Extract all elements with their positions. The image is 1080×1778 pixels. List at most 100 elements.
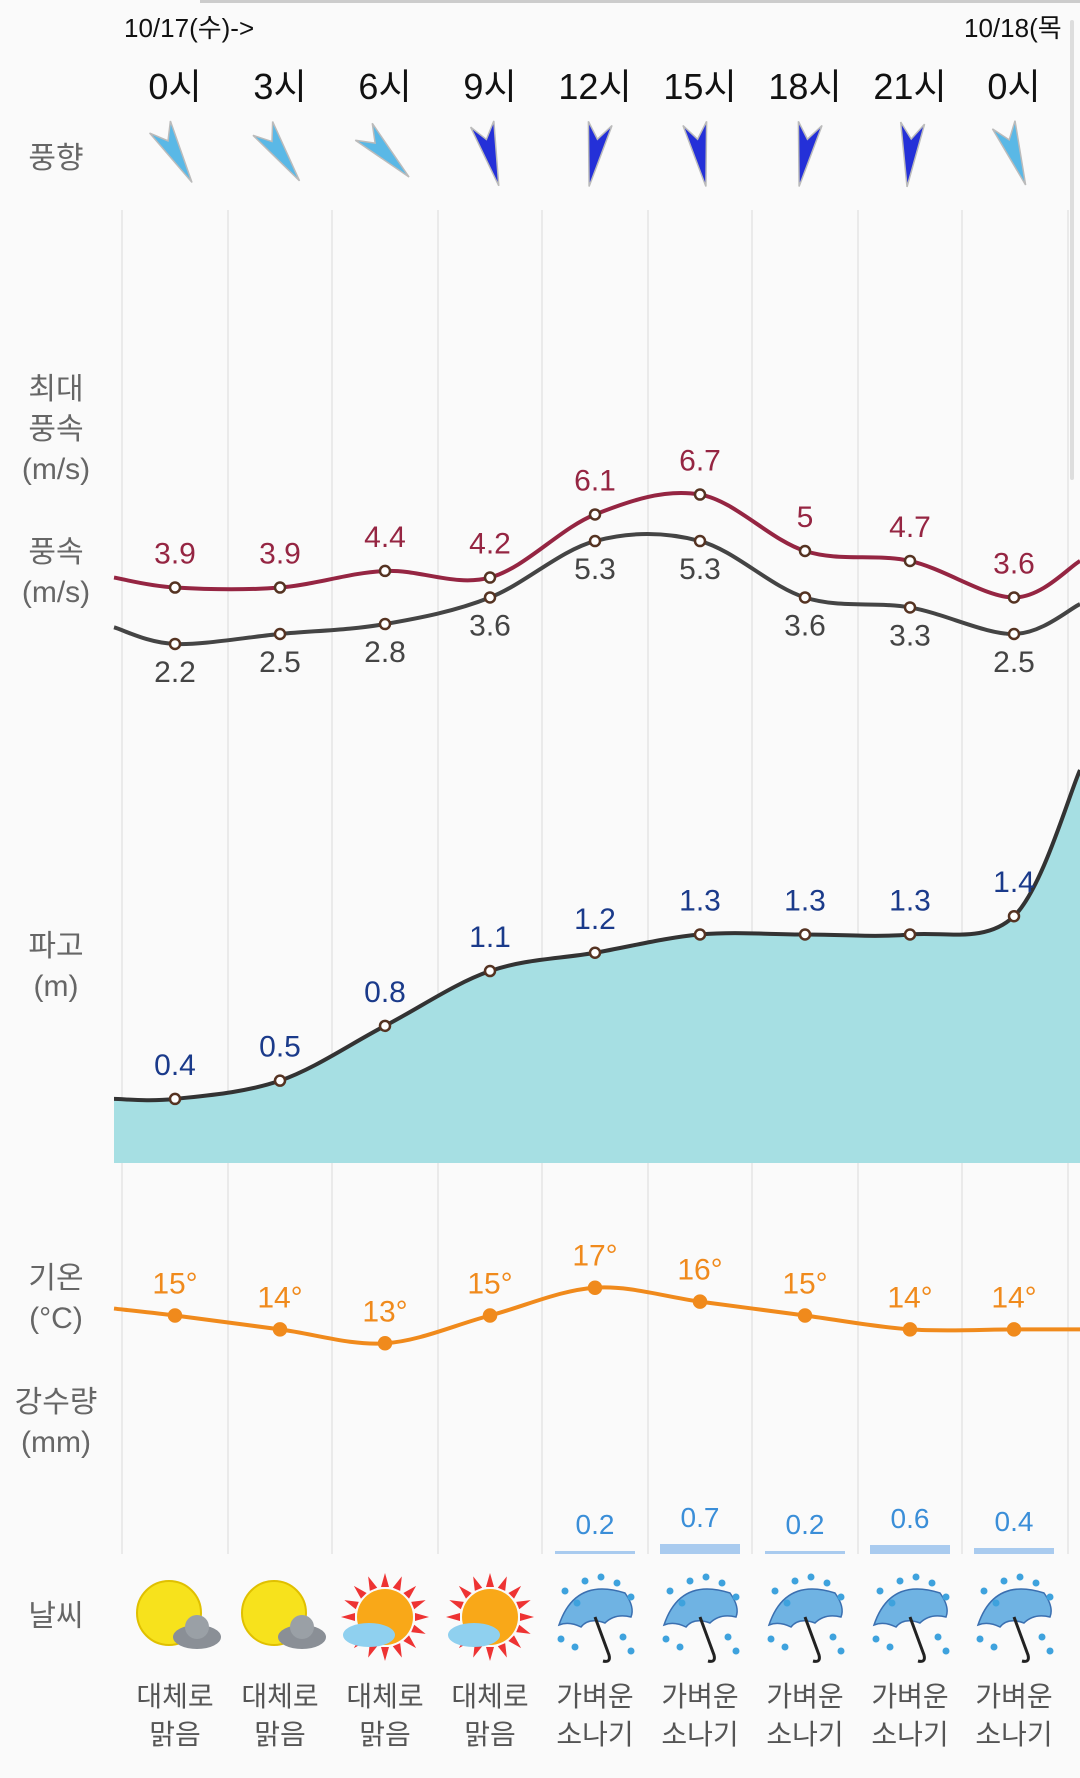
hour-label: 15시 xyxy=(663,66,737,107)
hour-label: 12시 xyxy=(558,66,632,107)
wind-arrow-icon xyxy=(587,121,613,187)
precip-value: 0.7 xyxy=(680,1501,720,1533)
data-point xyxy=(902,1322,918,1337)
label-wind-direction: 풍향 xyxy=(28,142,84,175)
data-label: 15° xyxy=(782,1268,827,1301)
umbrella-rain-icon xyxy=(662,1573,740,1663)
label-wind-speed: 풍속 (m/s) xyxy=(0,533,112,613)
data-label: 4.2 xyxy=(469,528,511,561)
data-label: 5 xyxy=(797,501,814,534)
data-point xyxy=(1007,591,1021,604)
date-start: 10/17(수)-> xyxy=(124,13,255,43)
data-point xyxy=(272,1322,288,1337)
umbrella-rain-icon xyxy=(872,1573,950,1663)
data-point xyxy=(483,964,497,978)
data-label: 2.8 xyxy=(364,636,406,669)
hour-label: 3시 xyxy=(253,66,307,107)
data-label: 0.5 xyxy=(259,1031,301,1064)
label-line: 강수량 xyxy=(14,1386,98,1419)
data-label: 3.9 xyxy=(154,538,196,571)
data-point xyxy=(693,928,707,941)
data-label: 3.6 xyxy=(993,547,1035,580)
data-point xyxy=(168,637,182,651)
wind-arrow-icon xyxy=(991,120,1027,186)
weather-description: 소나기 xyxy=(661,1719,739,1750)
data-label: 1.3 xyxy=(784,884,826,917)
data-point xyxy=(588,534,602,548)
data-label: 13° xyxy=(362,1295,407,1328)
data-point xyxy=(798,544,812,558)
data-point xyxy=(377,1336,393,1351)
weather-description: 가벼운 xyxy=(871,1681,949,1712)
weather-description: 맑음 xyxy=(254,1719,306,1750)
wind-arrow-icon xyxy=(797,121,823,187)
date-next: 10/18(목 xyxy=(964,13,1062,43)
data-point xyxy=(482,1308,498,1323)
label-line: (m) xyxy=(33,970,79,1003)
wind-arrow-icon xyxy=(252,121,301,182)
hour-label: 9시 xyxy=(463,66,517,107)
data-label: 0.8 xyxy=(364,976,406,1009)
weather-description: 맑음 xyxy=(464,1719,516,1750)
data-label: 3.9 xyxy=(259,538,301,571)
data-label: 1.2 xyxy=(574,903,616,936)
umbrella-rain-icon xyxy=(767,1573,845,1663)
data-label: 2.5 xyxy=(993,646,1035,679)
data-label: 15° xyxy=(467,1268,512,1301)
data-label: 6.7 xyxy=(679,445,721,478)
data-point xyxy=(588,508,602,521)
data-label: 5.3 xyxy=(574,553,616,586)
wind-arrow-icon xyxy=(354,122,410,178)
precip-bar xyxy=(660,1543,740,1554)
weather-description: 대체로 xyxy=(241,1681,319,1712)
hour-label: 0시 xyxy=(987,66,1041,107)
data-point xyxy=(587,1280,603,1295)
data-point xyxy=(798,591,812,604)
data-point xyxy=(903,554,917,568)
data-point xyxy=(693,534,707,548)
data-point xyxy=(1007,627,1021,641)
label-line: (m/s) xyxy=(21,453,91,486)
weather-description: 가벼운 xyxy=(661,1681,739,1712)
weather-description: 소나기 xyxy=(975,1719,1053,1750)
weather-description: 가벼운 xyxy=(766,1681,844,1712)
data-point xyxy=(692,1294,708,1309)
umbrella-rain-icon xyxy=(557,1573,635,1663)
hour-label: 6시 xyxy=(358,66,412,107)
data-point xyxy=(588,946,602,960)
data-label: 2.5 xyxy=(259,646,301,679)
weather-description: 가벼운 xyxy=(556,1681,634,1712)
data-point xyxy=(167,1308,183,1323)
data-point xyxy=(168,1092,182,1106)
scrollbar[interactable] xyxy=(1070,20,1074,480)
weather-description: 소나기 xyxy=(556,1719,634,1750)
data-label: 1.3 xyxy=(679,884,721,917)
label-wave-height: 파고 (m) xyxy=(0,927,112,1007)
data-label: 2.2 xyxy=(154,656,196,689)
bright-sun-icon xyxy=(341,1573,429,1661)
label-line: (°C) xyxy=(29,1302,83,1335)
top-image-strip xyxy=(200,0,1080,3)
umbrella-rain-icon xyxy=(976,1573,1054,1663)
precip-value: 0.2 xyxy=(785,1509,825,1540)
data-point xyxy=(798,928,812,941)
data-label: 14° xyxy=(257,1281,302,1314)
weather-description: 소나기 xyxy=(871,1719,949,1750)
label-line: (m/s) xyxy=(21,576,91,609)
precip-value: 0.2 xyxy=(575,1509,615,1540)
data-point xyxy=(693,488,707,501)
wind-arrow-icon xyxy=(899,121,926,188)
weather-description: 대체로 xyxy=(451,1681,529,1712)
label-temperature: 기온 (°C) xyxy=(0,1259,112,1339)
precip-bar xyxy=(555,1551,635,1554)
label-precipitation: 강수량 (mm) xyxy=(0,1383,112,1463)
wind-arrow-icon xyxy=(149,120,193,183)
precip-bar xyxy=(870,1545,950,1554)
label-weather: 날씨 xyxy=(28,1600,84,1633)
data-label: 4.7 xyxy=(889,511,931,544)
label-line: 파고 xyxy=(28,930,84,963)
wind-arrow-icon xyxy=(682,121,708,187)
data-point xyxy=(378,564,392,578)
hour-label: 21시 xyxy=(873,66,947,107)
